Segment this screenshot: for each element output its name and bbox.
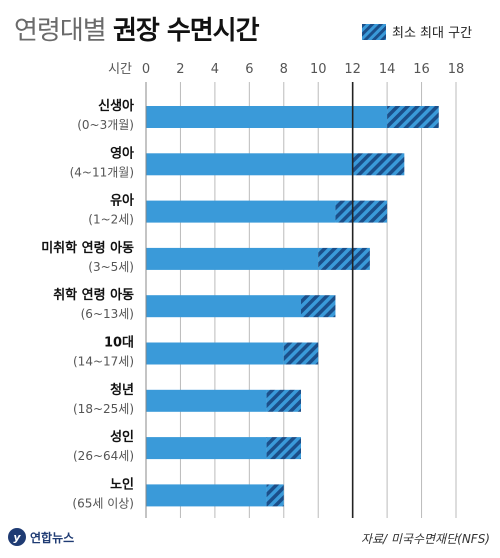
bar-base	[146, 342, 284, 365]
category-sublabel: (0~3개월)	[77, 118, 134, 132]
tick-label: 4	[211, 62, 219, 77]
tick-label: 10	[310, 62, 327, 77]
tick-label: 14	[379, 62, 396, 77]
bar-range	[335, 200, 388, 223]
title-bold: 권장 수면시간	[112, 16, 260, 46]
legend-swatch	[362, 23, 386, 40]
footer-logo: y 연합뉴스	[8, 528, 74, 546]
category-sublabel: (3~5세)	[88, 260, 134, 274]
category-label: 성인	[110, 429, 134, 445]
category-sublabel: (18~25세)	[73, 402, 134, 416]
tick-label: 16	[413, 62, 430, 77]
title-light: 연령대별	[14, 16, 107, 46]
category-sublabel: (65세 이상)	[72, 496, 134, 510]
logo-text: 연합뉴스	[30, 530, 75, 545]
tick-label: 2	[176, 62, 184, 77]
bar-range	[266, 437, 301, 460]
bar-base	[146, 484, 267, 507]
bar-range	[266, 484, 284, 507]
category-label: 청년	[110, 382, 134, 398]
source-note: 자료/ 미국수면재단(NFS)	[360, 532, 490, 546]
bar-base	[146, 106, 388, 128]
page-title: 연령대별 권장 수면시간	[14, 10, 260, 47]
bar-base	[146, 200, 336, 223]
category-sublabel: (26~64세)	[73, 449, 134, 463]
bar-range	[266, 389, 301, 412]
bar-base	[146, 247, 319, 270]
tick-label: 8	[280, 62, 288, 77]
tick-label: 18	[448, 62, 465, 77]
legend-label: 최소 최대 구간	[392, 26, 473, 41]
bar-base	[146, 437, 267, 460]
category-label: 10대	[104, 336, 134, 351]
bar-range	[352, 153, 405, 176]
sleep-chart: 시간 0 2 4 6 8 10 12 14 16 18 신생아 (0~3개월) 영아 (4~11개월) 유아 (…	[41, 62, 465, 518]
category-label: 유아	[110, 193, 134, 209]
category-sublabel: (14~17세)	[73, 355, 134, 369]
bar-range	[318, 247, 370, 270]
category-label: 취학 연령 아동	[53, 287, 134, 303]
tick-label: 0	[142, 62, 150, 77]
bar-range	[283, 342, 319, 365]
bar-range	[301, 295, 336, 318]
axis-unit-label: 시간	[108, 62, 132, 77]
legend: 최소 최대 구간	[362, 22, 472, 41]
category-label: 미취학 연령 아동	[41, 240, 134, 256]
category-sublabel: (4~11개월)	[70, 165, 134, 179]
category-label: 신생아	[98, 98, 134, 114]
category-label: 노인	[110, 476, 134, 492]
tick-label: 6	[245, 62, 253, 77]
tick-label: 12	[344, 62, 361, 77]
bar-base	[146, 389, 267, 412]
category-sublabel: (6~13세)	[81, 307, 134, 321]
category-sublabel: (1~2세)	[88, 213, 134, 227]
category-label: 영아	[110, 145, 134, 161]
logo-icon: y	[8, 528, 26, 546]
bar-range	[387, 106, 439, 128]
bar-base	[146, 153, 353, 176]
bar-base	[146, 295, 301, 318]
